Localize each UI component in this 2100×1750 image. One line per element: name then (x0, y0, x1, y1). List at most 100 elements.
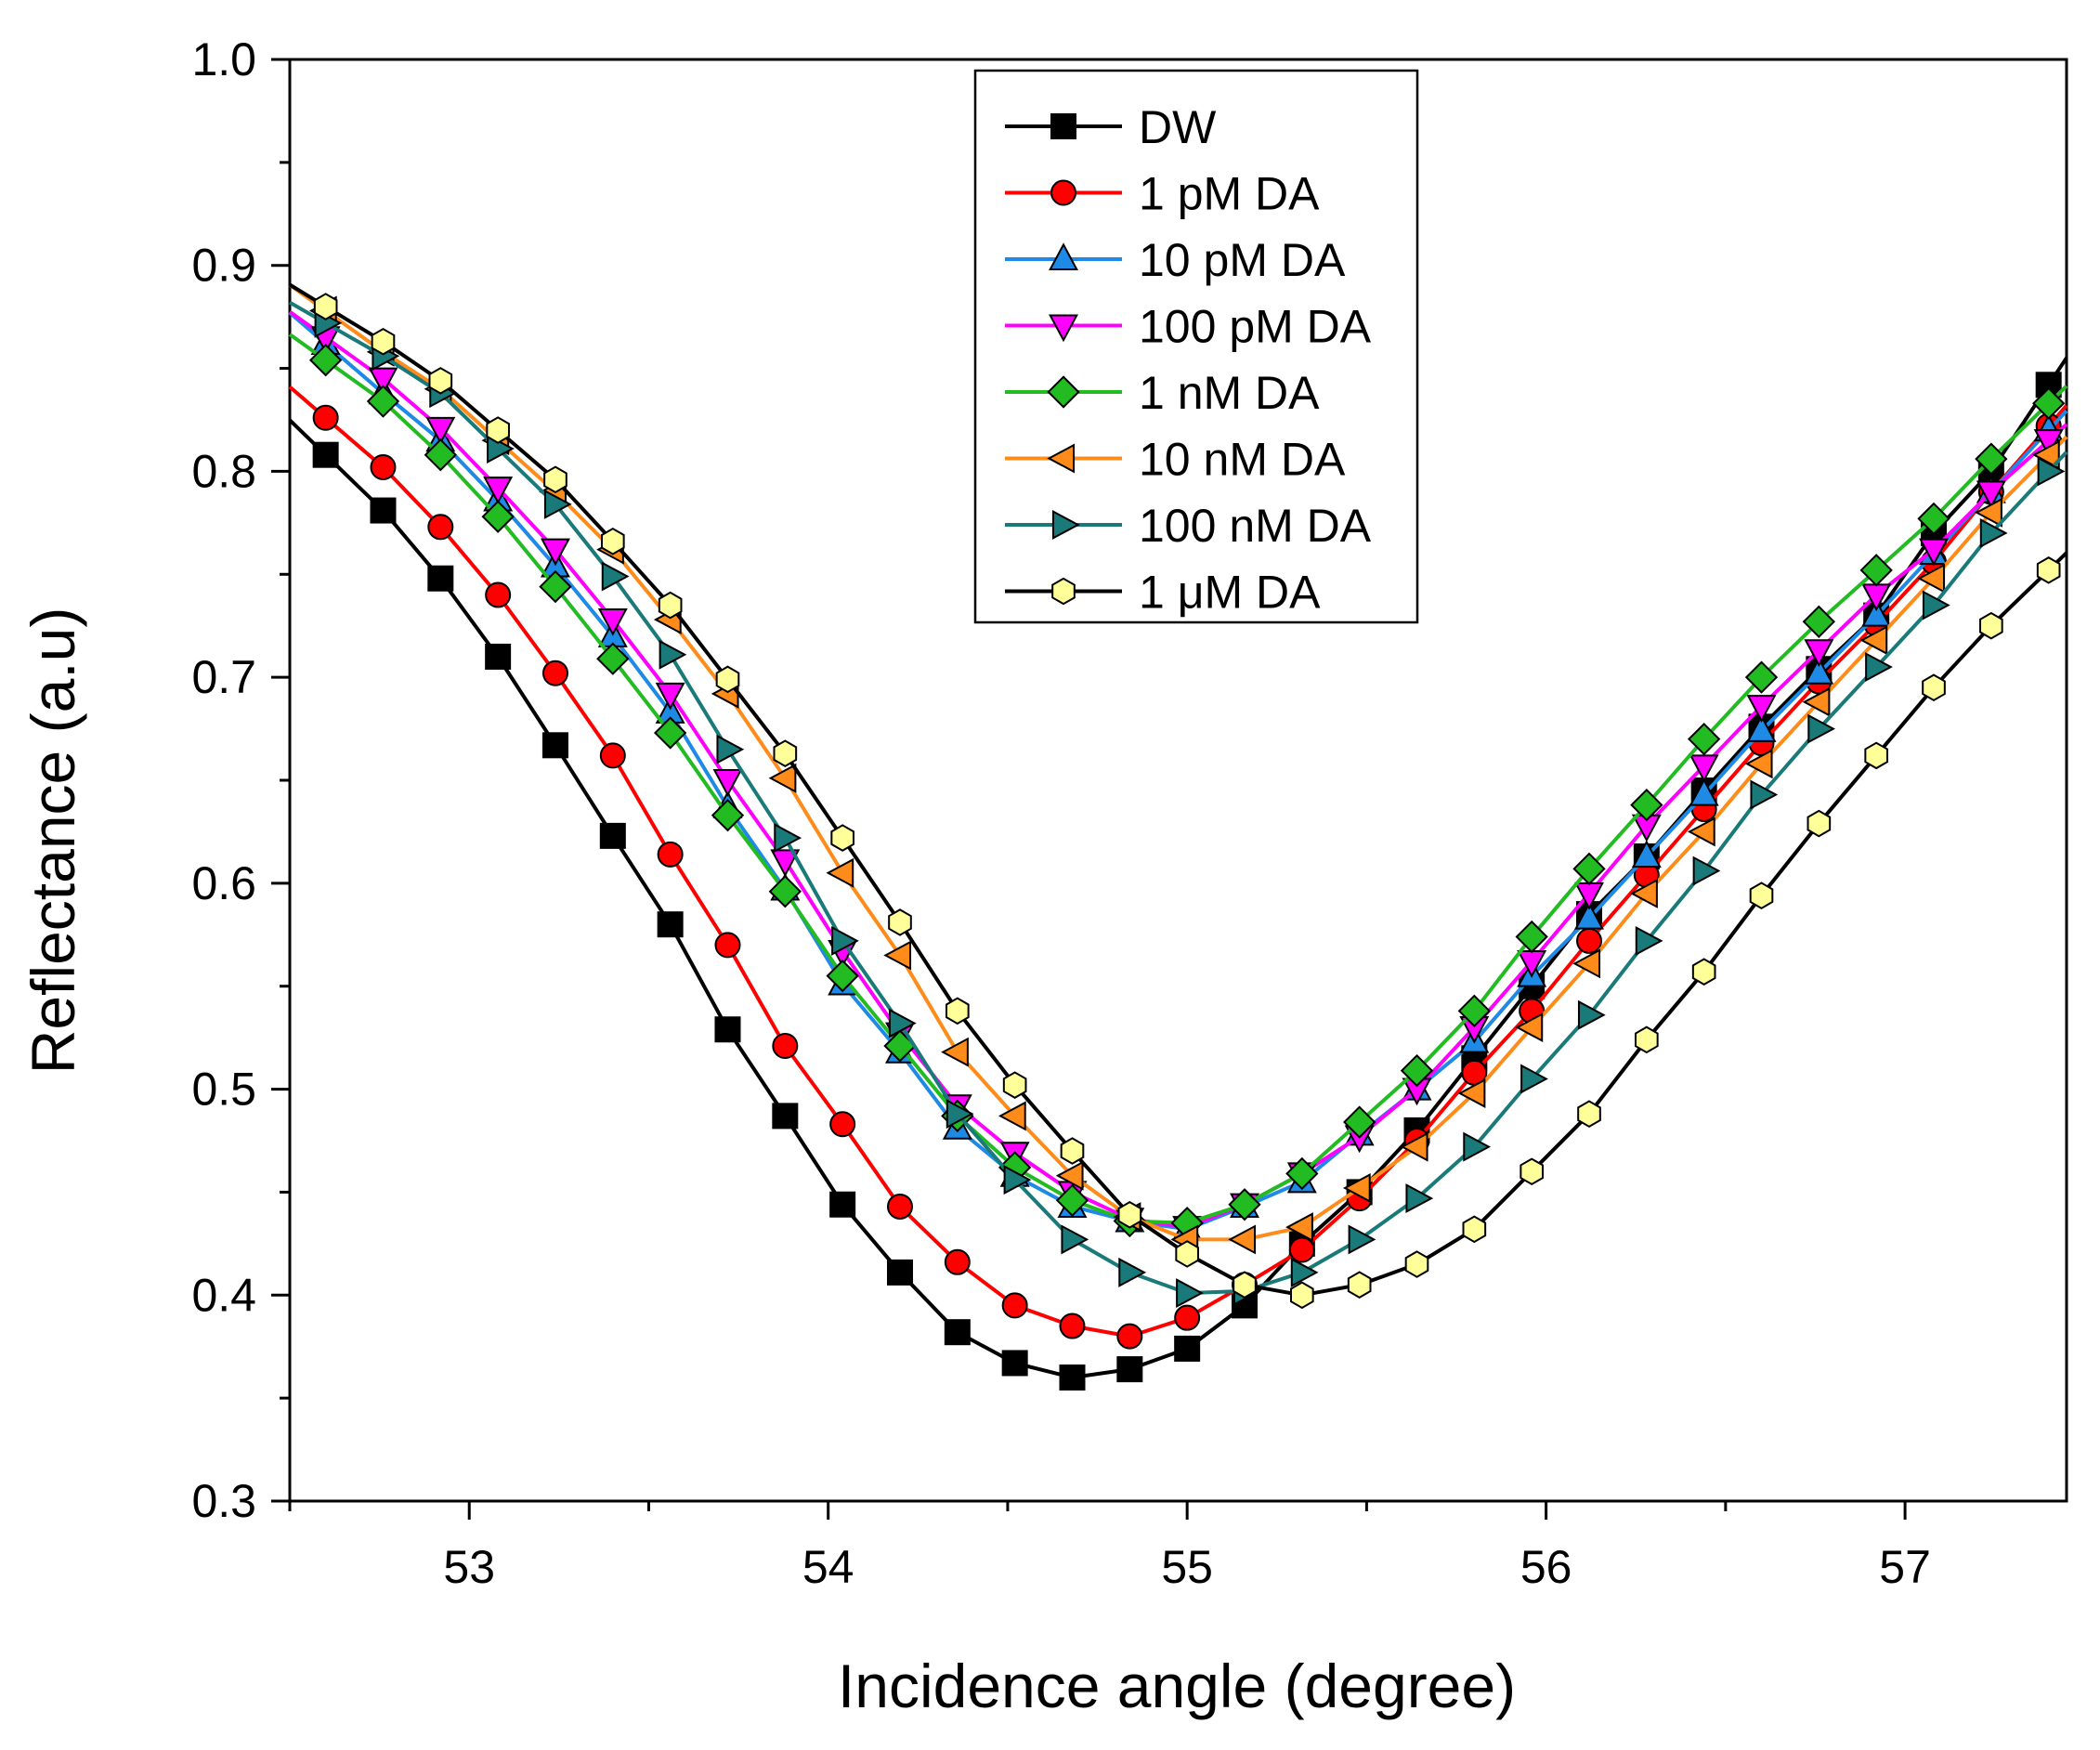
data-point (1804, 639, 1834, 668)
data-point (371, 327, 396, 356)
data-point (481, 500, 515, 533)
legend-marker (1051, 510, 1080, 540)
x-tick-label: 53 (443, 1541, 495, 1593)
data-point (543, 465, 567, 494)
data-point (312, 441, 339, 468)
data-point (1001, 1350, 1028, 1377)
legend-entry: 1 pM DA (1005, 168, 1320, 220)
data-point (1515, 1012, 1544, 1043)
data-point (712, 768, 743, 797)
legend-marker (1047, 443, 1076, 474)
data-point (941, 1037, 969, 1067)
data-point (774, 823, 802, 854)
data-point (1400, 1131, 1428, 1162)
legend-entry: 1 μM DA (1005, 567, 1321, 619)
data-point (1922, 673, 1946, 702)
data-point (425, 416, 456, 445)
y-tick-label: 0.8 (191, 445, 256, 497)
data-point (1061, 1224, 1089, 1255)
legend-label: 1 nM DA (1139, 367, 1320, 419)
data-point (655, 682, 685, 711)
data-point (944, 1319, 971, 1346)
data-point (596, 642, 630, 675)
data-point (768, 875, 802, 908)
data-point (1515, 920, 1548, 954)
data-point (1802, 686, 1831, 717)
y-tick-label: 0.9 (191, 240, 256, 292)
data-point (541, 660, 568, 686)
data-point (1979, 517, 2008, 548)
data-point (1576, 927, 1603, 954)
data-point (1342, 1173, 1371, 1203)
data-point (485, 581, 512, 608)
data-point (714, 1016, 741, 1043)
data-point (1348, 1224, 1376, 1255)
data-point (888, 908, 912, 936)
data-point (770, 849, 801, 878)
data-point (1577, 999, 1606, 1030)
data-point (1228, 1224, 1257, 1255)
data-point (653, 716, 687, 750)
data-point (830, 824, 854, 852)
data-point (486, 416, 510, 444)
data-point (1285, 1212, 1313, 1243)
legend-label: 1 pM DA (1139, 168, 1320, 220)
x-tick-label: 56 (1520, 1541, 1572, 1593)
data-point (1975, 442, 2008, 476)
data-point (1917, 563, 1946, 594)
legend-marker (1049, 242, 1078, 271)
data-point (1001, 1292, 1028, 1319)
data-point (1691, 958, 1716, 986)
data-point (1975, 497, 2002, 528)
data-point (1689, 754, 1719, 783)
legend-label: 100 pM DA (1139, 301, 1372, 353)
y-tick-label: 0.3 (191, 1475, 256, 1527)
y-axis: 0.3 0.4 0.5 0.6 0.7 0.8 0.9 1.0 (191, 33, 290, 1527)
data-point (1003, 1165, 1032, 1195)
data-point (1400, 1053, 1434, 1088)
data-point (886, 1259, 913, 1286)
data-point (768, 763, 797, 793)
data-point (370, 497, 397, 524)
data-point (427, 565, 454, 592)
data-point (308, 344, 343, 377)
data-point (2032, 386, 2066, 420)
data-point (1463, 1131, 1492, 1162)
legend-label: 1 μM DA (1139, 567, 1321, 619)
data-point (883, 940, 912, 971)
legend-entry: 10 nM DA (1005, 434, 1346, 486)
data-point (1228, 1188, 1261, 1221)
data-point (714, 932, 741, 959)
data-point (366, 385, 400, 418)
data-point (1746, 695, 1777, 723)
legend-entry: 100 nM DA (1005, 500, 1372, 552)
legend-marker (1047, 375, 1080, 409)
data-point (772, 1033, 799, 1060)
data-point (1688, 722, 1721, 756)
legend-marker (1050, 179, 1076, 206)
data-point (1055, 1160, 1084, 1191)
data-point (428, 367, 453, 395)
data-point (711, 799, 745, 832)
legend-entry: 10 pM DA (1005, 234, 1346, 286)
data-point (1922, 590, 1950, 620)
data-point (1807, 809, 1832, 838)
data-point (1404, 1250, 1429, 1278)
data-point (715, 665, 740, 694)
data-point (424, 438, 457, 472)
y-tick-label: 0.6 (191, 857, 256, 909)
data-point (1744, 749, 1773, 779)
data-point (1864, 741, 1888, 770)
data-point (658, 591, 683, 620)
data-point (2037, 456, 2066, 487)
data-point (1117, 1201, 1142, 1229)
data-point (1859, 625, 1888, 656)
y-tick-label: 0.5 (191, 1064, 256, 1116)
data-point (1807, 713, 1836, 744)
data-point (1979, 611, 2003, 640)
data-point (944, 1248, 971, 1275)
legend: DW 1 pM DA 10 pM DA 100 pM DA 1 nM DA 10 nM D… (973, 69, 1419, 624)
data-point (946, 1099, 974, 1130)
data-point (313, 293, 338, 320)
data-point (1919, 538, 1949, 567)
